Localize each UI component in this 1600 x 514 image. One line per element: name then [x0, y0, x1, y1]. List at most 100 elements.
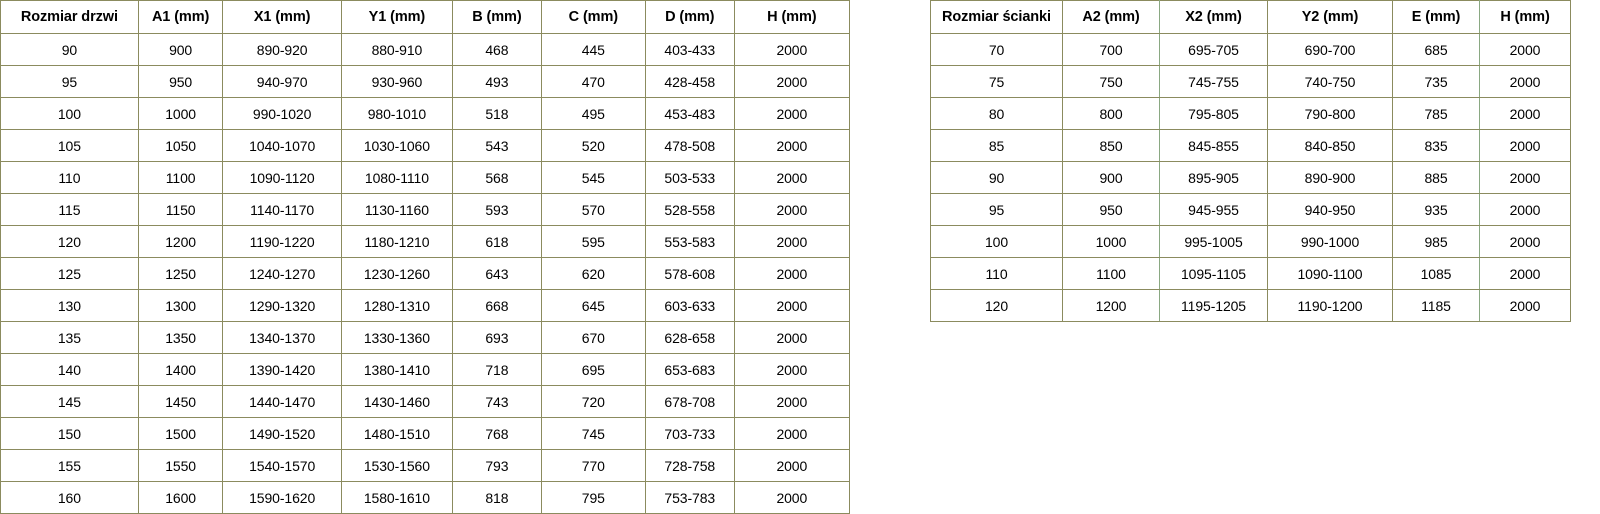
- table-cell: 1490-1520: [222, 417, 342, 450]
- table-cell: 1050: [137, 129, 224, 162]
- table-cell: 493: [452, 65, 542, 98]
- table-cell: 1290-1320: [222, 289, 342, 322]
- table-cell: 1300: [137, 289, 224, 322]
- table-cell: 1200: [137, 225, 224, 258]
- table-cell: 900: [1062, 161, 1160, 194]
- table-cell: 670: [540, 321, 646, 354]
- table-cell: 693: [452, 321, 542, 354]
- table-cell: 2000: [733, 353, 851, 386]
- column-header: C (mm): [540, 0, 646, 34]
- table-cell: 840-850: [1267, 129, 1393, 162]
- table-cell: 818: [452, 481, 542, 514]
- table-cell: 2000: [1479, 129, 1571, 162]
- table-cell: 1340-1370: [222, 321, 342, 354]
- table-cell: 790-800: [1267, 97, 1393, 130]
- row-size-cell: 110: [0, 161, 139, 194]
- doors-specification-table: Rozmiar drzwi A1 (mm) X1 (mm) Y1 (mm) B (mm)…: [0, 0, 851, 514]
- table-row: 125 1250 1240-1270 1230-1260 643 620 578-608 20…: [0, 257, 851, 290]
- table-cell: 1195-1205: [1159, 289, 1268, 322]
- table-cell: 2000: [733, 65, 851, 98]
- table-cell: 603-633: [644, 289, 735, 322]
- table-cell: 2000: [1479, 65, 1571, 98]
- table-row: 95 950 940-970 930-960 493 470 428-458 2000: [0, 65, 851, 98]
- table-cell: 1530-1560: [340, 449, 454, 482]
- table-cell: 620: [540, 257, 646, 290]
- table-cell: 720: [540, 385, 646, 418]
- table-cell: 1480-1510: [340, 417, 454, 450]
- table-row: 85 850 845-855 840-850 835 2000: [930, 129, 1571, 162]
- table-cell: 1580-1610: [340, 481, 454, 514]
- table-cell: 1030-1060: [340, 129, 454, 162]
- table-cell: 468: [452, 33, 542, 66]
- table-cell: 1540-1570: [222, 449, 342, 482]
- row-size-cell: 130: [0, 289, 139, 322]
- table-cell: 890-900: [1267, 161, 1393, 194]
- table-row: 145 1450 1440-1470 1430-1460 743 720 678-708 20…: [0, 385, 851, 418]
- table-cell: 518: [452, 97, 542, 130]
- table-cell: 985: [1392, 225, 1480, 258]
- table-cell: 1100: [1062, 257, 1160, 290]
- row-size-cell: 100: [0, 97, 139, 130]
- table-cell: 2000: [1479, 193, 1571, 226]
- table-cell: 2000: [1479, 289, 1571, 322]
- row-size-cell: 100: [930, 225, 1063, 258]
- table-cell: 595: [540, 225, 646, 258]
- table-cell: 2000: [733, 193, 851, 226]
- table-cell: 678-708: [644, 385, 735, 418]
- table-cell: 990-1000: [1267, 225, 1393, 258]
- table-row: 75 750 745-755 740-750 735 2000: [930, 65, 1571, 98]
- table-cell: 543: [452, 129, 542, 162]
- table-cell: 1240-1270: [222, 257, 342, 290]
- column-header: Rozmiar ścianki: [930, 0, 1063, 34]
- column-header: H (mm): [733, 0, 851, 34]
- table-row: 95 950 945-955 940-950 935 2000: [930, 193, 1571, 226]
- table-cell: 2000: [733, 161, 851, 194]
- table-cell: 885: [1392, 161, 1480, 194]
- table-cell: 850: [1062, 129, 1160, 162]
- table-cell: 895-905: [1159, 161, 1268, 194]
- table-cell: 740-750: [1267, 65, 1393, 98]
- table-cell: 930-960: [340, 65, 454, 98]
- table-cell: 1000: [137, 97, 224, 130]
- table-cell: 1550: [137, 449, 224, 482]
- row-size-cell: 115: [0, 193, 139, 226]
- table-row: 120 1200 1195-1205 1190-1200 1185 2000: [930, 289, 1571, 322]
- table-cell: 768: [452, 417, 542, 450]
- table-cell: 1450: [137, 385, 224, 418]
- table-cell: 503-533: [644, 161, 735, 194]
- table-cell: 1090-1100: [1267, 257, 1393, 290]
- table-cell: 2000: [733, 289, 851, 322]
- table-cell: 578-608: [644, 257, 735, 290]
- column-header: D (mm): [644, 0, 735, 34]
- table-cell: 1100: [137, 161, 224, 194]
- table-cell: 2000: [733, 33, 851, 66]
- walls-table-head: Rozmiar ścianki A2 (mm) X2 (mm) Y2 (mm) E (m…: [930, 0, 1571, 34]
- row-size-cell: 145: [0, 385, 139, 418]
- table-row: 135 1350 1340-1370 1330-1360 693 670 628-658 20…: [0, 321, 851, 354]
- table-cell: 800: [1062, 97, 1160, 130]
- row-size-cell: 140: [0, 353, 139, 386]
- row-size-cell: 155: [0, 449, 139, 482]
- table-cell: 593: [452, 193, 542, 226]
- table-cell: 690-700: [1267, 33, 1393, 66]
- table-cell: 2000: [1479, 257, 1571, 290]
- table-cell: 940-970: [222, 65, 342, 98]
- table-cell: 1250: [137, 257, 224, 290]
- table-row: 80 800 795-805 790-800 785 2000: [930, 97, 1571, 130]
- table-cell: 2000: [733, 97, 851, 130]
- table-cell: 743: [452, 385, 542, 418]
- table-row: 120 1200 1190-1220 1180-1210 618 595 553-583 20…: [0, 225, 851, 258]
- table-row: 105 1050 1040-1070 1030-1060 543 520 478-508 20…: [0, 129, 851, 162]
- table-cell: 795: [540, 481, 646, 514]
- table-cell: 2000: [733, 417, 851, 450]
- table-cell: 2000: [1479, 97, 1571, 130]
- table-cell: 1500: [137, 417, 224, 450]
- walls-header-row: Rozmiar ścianki A2 (mm) X2 (mm) Y2 (mm) E (m…: [930, 0, 1571, 34]
- table-cell: 770: [540, 449, 646, 482]
- table-cell: 793: [452, 449, 542, 482]
- table-cell: 1400: [137, 353, 224, 386]
- table-cell: 445: [540, 33, 646, 66]
- column-header: X2 (mm): [1159, 0, 1268, 34]
- table-cell: 553-583: [644, 225, 735, 258]
- table-row: 100 1000 995-1005 990-1000 985 2000: [930, 225, 1571, 258]
